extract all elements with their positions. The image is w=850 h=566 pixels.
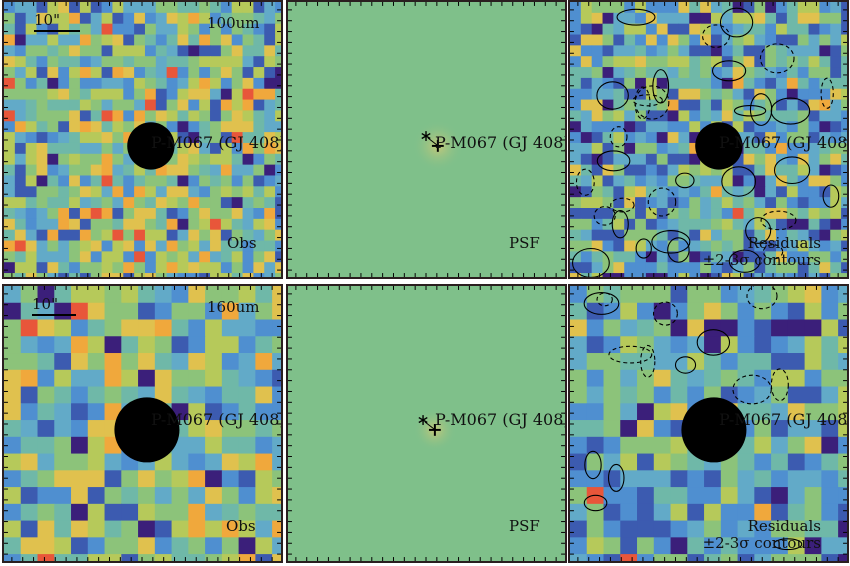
contour-lines: [583, 286, 803, 551]
source-name-label: P-M067 (GJ 408): [719, 133, 849, 152]
residual-map-100um: [570, 2, 847, 277]
scale-bar: [34, 30, 80, 32]
contours-label: ±2-3σ contours: [702, 251, 821, 269]
panel-160um-observed: 10" 160um P-M067 (GJ 408) Obs: [2, 284, 283, 563]
source-name-label: P-M067 (GJ 408): [435, 133, 567, 152]
pixel-grid: [570, 2, 847, 277]
source-name-label: P-M067 (GJ 408): [151, 133, 283, 152]
band-label: 100um: [207, 14, 260, 32]
source-marker: [418, 415, 441, 436]
contour-lines: [572, 7, 840, 277]
contours-label: ±2-3σ contours: [702, 534, 821, 552]
source-name-label: P-M067 (GJ 408): [719, 410, 849, 429]
aperture-circle: [114, 397, 180, 463]
axis-ticks: [570, 2, 847, 277]
psf-map-160um: [288, 286, 565, 561]
psf-label: PSF: [509, 517, 540, 535]
aperture-circle: [681, 397, 747, 463]
scale-bar: [32, 314, 76, 316]
residuals-label: Residuals: [747, 517, 821, 535]
axis-ticks: [4, 2, 281, 277]
residual-map-160um: [570, 286, 847, 561]
panel-100um-psf: P-M067 (GJ 408) PSF: [286, 0, 567, 279]
axis-ticks: [288, 286, 565, 561]
axis-ticks: [4, 286, 281, 561]
axis-ticks: [288, 2, 565, 277]
obs-label: Obs: [227, 234, 257, 252]
aperture-circle: [695, 122, 743, 170]
observed-map-100um: [4, 2, 281, 277]
obs-label: Obs: [226, 517, 256, 535]
residuals-label: Residuals: [747, 234, 821, 252]
panel-100um-residuals: P-M067 (GJ 408) Residuals ±2-3σ contours: [568, 0, 849, 279]
scale-label: 10": [32, 295, 58, 313]
pixel-grid: [4, 2, 281, 277]
scale-label: 10": [34, 11, 60, 29]
psf-map-100um: [288, 2, 565, 277]
source-name-label: P-M067 (GJ 408): [151, 410, 283, 429]
axis-ticks: [570, 286, 847, 561]
panel-160um-psf: P-M067 (GJ 408) PSF: [286, 284, 567, 563]
source-name-label: P-M067 (GJ 408): [435, 410, 567, 429]
aperture-circle: [127, 122, 175, 170]
band-label: 160um: [207, 298, 260, 316]
source-marker: [421, 131, 444, 152]
panel-100um-observed: 10" 100um P-M067 (GJ 408) Obs: [2, 0, 283, 279]
panel-160um-residuals: P-M067 (GJ 408) Residuals ±2-3σ contours: [568, 284, 849, 563]
pixel-grid: [570, 286, 847, 561]
psf-label: PSF: [509, 234, 540, 252]
observed-map-160um: [4, 286, 281, 561]
